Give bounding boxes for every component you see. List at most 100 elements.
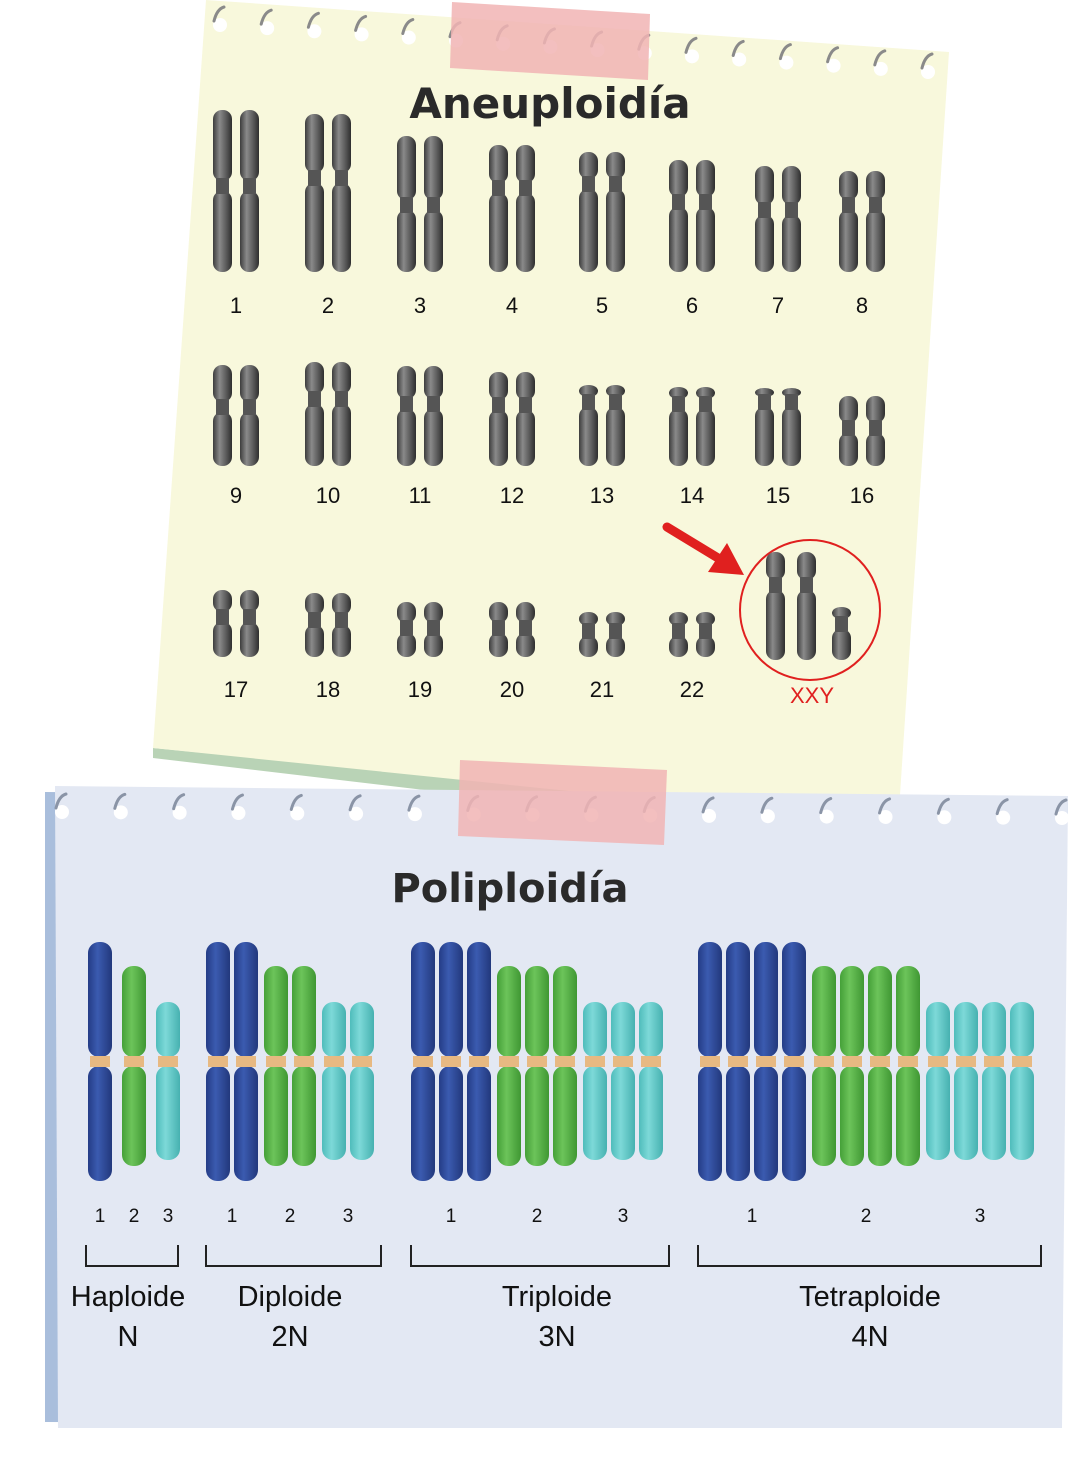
centromere — [842, 1056, 862, 1067]
chromosome-label: 9 — [230, 483, 242, 508]
chromatid-arm-long — [240, 191, 259, 272]
ring — [995, 798, 1009, 816]
poliploidia-note: Poliploidía 1 2 3 Haploide N 1 2 3 Diploide 2N 1 2 3… — [45, 760, 1069, 1428]
chromosome-pair-14 — [669, 387, 715, 466]
chromatid-arm-long — [669, 636, 688, 657]
set-number: 3 — [163, 1206, 174, 1227]
arm-long — [726, 1066, 750, 1181]
chromatid-arm-long — [213, 412, 232, 466]
chromatid-arm-long — [832, 629, 851, 660]
chromatid-arm-short — [866, 171, 885, 200]
chromosome-pair-22 — [669, 612, 715, 657]
centromere — [785, 394, 798, 410]
green-chromosome — [812, 966, 836, 1166]
chromosome-pair-20 — [489, 602, 535, 657]
arm-long — [1010, 1066, 1034, 1160]
ring — [1054, 798, 1068, 816]
chromosome — [755, 166, 774, 272]
centromere — [216, 178, 229, 194]
chromosome — [305, 593, 324, 657]
chromatid-arm-short — [240, 110, 259, 181]
chromatid-arm-long — [755, 407, 774, 466]
blue-chromosome — [467, 942, 491, 1181]
group-name: Tetraploide — [799, 1281, 941, 1313]
ring — [306, 11, 320, 29]
group-diploide: 1 2 3 Diploide 2N — [205, 942, 382, 1353]
ring — [212, 5, 226, 23]
arm-short — [525, 966, 549, 1057]
arm-long — [611, 1066, 635, 1160]
set-number: 3 — [618, 1206, 629, 1227]
arm-long — [156, 1066, 180, 1160]
chromatid-arm-long — [579, 636, 598, 657]
arm-long — [639, 1066, 663, 1160]
chromosome-pair-4 — [489, 145, 535, 272]
chromosome-label: 18 — [316, 677, 340, 702]
centromere — [699, 623, 712, 639]
chromatid-arm-long — [606, 636, 625, 657]
arm-short — [88, 942, 112, 1057]
ring — [826, 46, 840, 64]
chromosome — [489, 145, 508, 272]
arm-long — [954, 1066, 978, 1160]
chromatid-arm-short — [397, 136, 416, 200]
chromatid-arm-long — [516, 410, 535, 466]
centromere — [956, 1056, 976, 1067]
ring — [936, 797, 950, 815]
chromosome — [579, 385, 598, 466]
set-number: 3 — [975, 1206, 986, 1227]
centromere — [699, 396, 712, 412]
set-number: 2 — [861, 1206, 872, 1227]
chromosome — [766, 552, 785, 660]
arm-short — [234, 942, 258, 1057]
arm-long — [896, 1066, 920, 1166]
hole — [55, 805, 69, 819]
group-bracket — [697, 1245, 1042, 1267]
chromosome-pair-13 — [579, 385, 625, 466]
chromosome-label: 6 — [686, 293, 698, 318]
chromosome-label: 21 — [590, 677, 614, 702]
group-haploide: 1 2 3 Haploide N — [71, 942, 185, 1353]
centromere — [427, 396, 440, 412]
green-chromosome — [497, 966, 521, 1166]
ring — [920, 52, 934, 70]
chromatid-arm-short — [240, 365, 259, 402]
chromatid-arm-long — [516, 193, 535, 272]
centromere — [243, 399, 256, 415]
centromere — [243, 178, 256, 194]
chromatid-arm-long — [696, 409, 715, 466]
arrow-shaft — [662, 522, 723, 563]
ring — [172, 793, 186, 811]
centromere — [609, 623, 622, 639]
arm-short — [840, 966, 864, 1057]
arm-long — [782, 1066, 806, 1181]
chromatid-arm-short — [305, 593, 324, 615]
chromosome-pair-2 — [305, 114, 351, 272]
centromere — [758, 202, 771, 218]
chromatid-arm-short — [213, 590, 232, 612]
chromatid-arm-short — [797, 552, 816, 580]
chromosome-label: 7 — [772, 293, 784, 318]
centromere — [582, 623, 595, 639]
chromatid-arm-long — [424, 409, 443, 466]
hole — [760, 809, 775, 824]
chromosome-pair-17 — [213, 590, 259, 657]
arm-long — [411, 1066, 435, 1181]
arm-long — [840, 1066, 864, 1166]
chromosome-label: 20 — [500, 677, 524, 702]
chromatid-arm-short — [424, 366, 443, 399]
arm-long — [926, 1066, 950, 1160]
chromosome — [516, 602, 535, 657]
chromosome-pair-8 — [839, 171, 885, 272]
centromere — [728, 1056, 748, 1067]
chromatid-arm-short — [839, 171, 858, 200]
chromatid-arm-long — [755, 215, 774, 272]
blue-chromosome — [698, 942, 722, 1181]
arm-long — [122, 1066, 146, 1166]
hole — [819, 809, 834, 824]
chromatid-arm-short — [516, 145, 535, 183]
chromatid-arm-short — [782, 166, 801, 205]
chromosome — [213, 365, 232, 466]
